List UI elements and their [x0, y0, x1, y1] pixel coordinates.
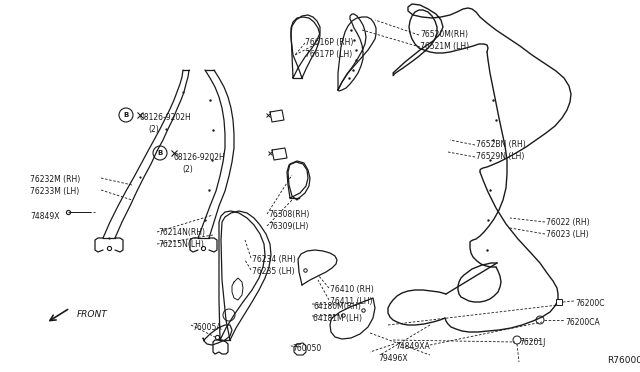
Text: 64181M (LH): 64181M (LH) [313, 314, 362, 323]
Text: 08126-9202H: 08126-9202H [174, 153, 226, 162]
Text: 79496X: 79496X [378, 354, 408, 363]
Text: 64180M(RH): 64180M(RH) [313, 302, 361, 311]
Text: B: B [124, 112, 129, 118]
Text: 76308(RH): 76308(RH) [268, 210, 309, 219]
Text: 76529N (LH): 76529N (LH) [476, 152, 524, 161]
Text: 76214N(RH): 76214N(RH) [158, 228, 205, 237]
Text: 76201J: 76201J [519, 338, 545, 347]
Text: 76235 (LH): 76235 (LH) [252, 267, 294, 276]
Text: 76234 (RH): 76234 (RH) [252, 255, 296, 264]
Text: (2): (2) [182, 165, 193, 174]
Text: FRONT: FRONT [77, 310, 108, 319]
Text: 76215N(LH): 76215N(LH) [158, 240, 204, 249]
Text: 74849XA: 74849XA [395, 342, 429, 351]
Text: 74849X: 74849X [30, 212, 60, 221]
Text: 76617P (LH): 76617P (LH) [305, 50, 352, 59]
Text: 760050: 760050 [292, 344, 321, 353]
Text: R760008Z: R760008Z [607, 356, 640, 365]
Text: 76200CA: 76200CA [565, 318, 600, 327]
Text: 76200C: 76200C [575, 299, 605, 308]
Text: 76232M (RH): 76232M (RH) [30, 175, 80, 184]
Text: 76022 (RH): 76022 (RH) [546, 218, 589, 227]
Text: 7652BN (RH): 7652BN (RH) [476, 140, 525, 149]
Text: 76023 (LH): 76023 (LH) [546, 230, 589, 239]
Text: 76521M (LH): 76521M (LH) [420, 42, 469, 51]
Text: 76005A: 76005A [192, 323, 221, 332]
Text: 76410 (RH): 76410 (RH) [330, 285, 374, 294]
Text: 76233M (LH): 76233M (LH) [30, 187, 79, 196]
Text: 76309(LH): 76309(LH) [268, 222, 308, 231]
Text: 76411 (LH): 76411 (LH) [330, 297, 372, 306]
Text: 76616P (RH): 76616P (RH) [305, 38, 353, 47]
Text: 08126-9202H: 08126-9202H [140, 113, 192, 122]
Text: (2): (2) [148, 125, 159, 134]
Text: 76520M(RH): 76520M(RH) [420, 30, 468, 39]
Text: B: B [157, 150, 163, 156]
